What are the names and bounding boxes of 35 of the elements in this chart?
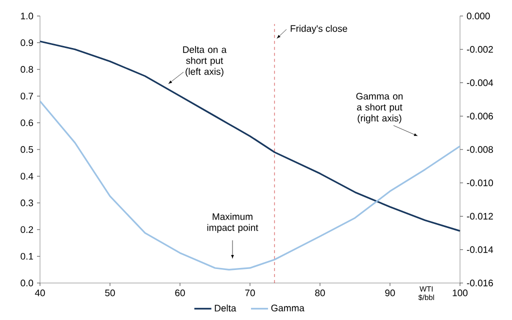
y2-tick-label: -0.014 — [466, 246, 494, 253]
y2-tick-label: 0.000 — [466, 12, 490, 20]
y2-tick-label: -0.004 — [466, 79, 494, 86]
y-tick-label: 0.5 — [20, 146, 34, 153]
x-tick-label: 100 — [452, 290, 468, 296]
y-tick-label: 0.4 — [20, 172, 34, 180]
x-tick-label: 50 — [105, 290, 115, 296]
y-tick-label: 0.0 — [20, 280, 34, 286]
annotation: Delta on a short put (left axis) — [183, 46, 227, 77]
legend-label: Gamma — [271, 304, 304, 312]
line-series — [40, 100, 460, 270]
ref-line-label: Friday's close — [290, 24, 348, 34]
x-tick-label: 40 — [34, 290, 45, 296]
y-tick-label: 0.8 — [20, 66, 34, 73]
y2-tick-label: -0.010 — [466, 180, 493, 186]
legend-label: Delta — [214, 304, 236, 312]
y2-tick-label: -0.008 — [466, 146, 493, 153]
y-tick-label: 0.2 — [20, 226, 34, 233]
x-tick-label: 70 — [245, 290, 255, 296]
annotation: Maximum impact point — [207, 213, 258, 233]
x-tick-label: 90 — [385, 290, 395, 296]
y-tick-label: 0.1 — [20, 252, 34, 260]
x-tick-label: 60 — [175, 290, 185, 296]
y-tick-label: 0.9 — [20, 39, 34, 46]
y2-tick-label: -0.016 — [466, 280, 493, 286]
y-tick-label: 1.0 — [21, 12, 34, 20]
line-series — [39, 40, 461, 232]
annotation: Gamma on a short put (right axis) — [356, 92, 403, 124]
y-tick-label: 0.3 — [20, 200, 34, 206]
y2-tick-label: -0.002 — [466, 46, 493, 53]
y-tick-label: 0.7 — [20, 92, 34, 100]
y-tick-label: 0.6 — [20, 119, 34, 126]
y2-tick-label: -0.012 — [466, 212, 493, 220]
x-tick-label: 80 — [315, 290, 325, 296]
y2-tick-label: -0.006 — [466, 112, 493, 120]
